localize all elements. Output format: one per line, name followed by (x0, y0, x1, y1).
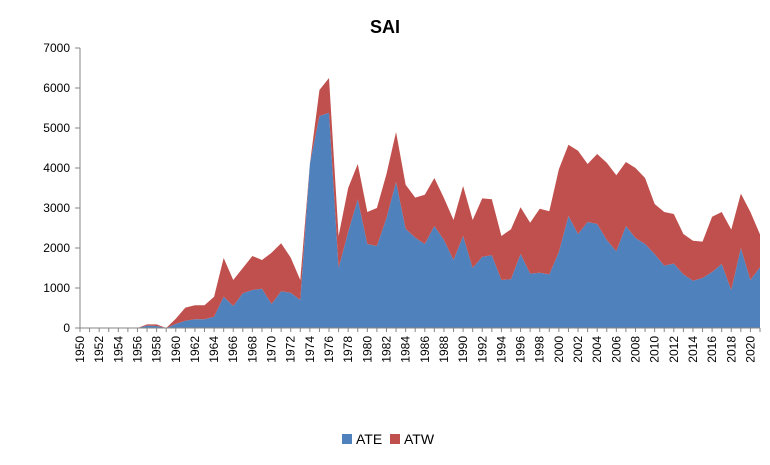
x-tick-label: 1970 (265, 336, 279, 363)
y-tick-label: 0 (63, 321, 70, 335)
x-tick-label: 1996 (514, 336, 528, 363)
axes (79, 48, 760, 329)
legend: ATE ATW (342, 431, 435, 447)
x-tick-label: 1964 (207, 336, 221, 363)
legend-swatch-ate (342, 434, 352, 444)
area-series-ate (80, 112, 760, 328)
y-tick-label: 7000 (43, 41, 70, 55)
x-tick-label: 1966 (226, 336, 240, 363)
x-tick-label: 1986 (418, 336, 432, 363)
x-tick-label: 1958 (150, 336, 164, 363)
x-tick-label: 1988 (437, 336, 451, 363)
x-tick-label: 1954 (111, 336, 125, 363)
y-axis-ticks: 0 1000 2000 3000 4000 5000 6000 7000 (43, 41, 80, 335)
x-tick-label: 1962 (188, 336, 202, 363)
x-tick-label: 1976 (322, 336, 336, 363)
y-tick-label: 1000 (43, 281, 70, 295)
x-tick-label: 1982 (379, 336, 393, 363)
y-tick-label: 2000 (43, 241, 70, 255)
chart-title: SAI (370, 17, 400, 37)
x-tick-label: 1972 (284, 336, 298, 363)
y-tick-label: 6000 (43, 81, 70, 95)
x-tick-label: 1960 (169, 336, 183, 363)
x-tick-label: 1992 (475, 336, 489, 363)
x-tick-label: 2008 (628, 336, 642, 363)
x-tick-label: 1968 (245, 336, 259, 363)
x-tick-label: 2018 (724, 336, 738, 363)
x-axis-ticks: 1950 1952 1954 1956 1958 1960 1962 1964 1966 1968… (73, 328, 761, 363)
x-tick-label: 1952 (92, 336, 106, 363)
legend-label-atw: ATW (404, 431, 435, 447)
x-tick-label: 1990 (456, 336, 470, 363)
x-tick-label: 1998 (533, 336, 547, 363)
x-tick-label: 2020 (743, 336, 757, 363)
x-tick-label: 2004 (590, 336, 604, 363)
x-tick-label: 2012 (667, 336, 681, 363)
y-tick-label: 4000 (43, 161, 70, 175)
x-tick-label: 1984 (399, 336, 413, 363)
x-tick-label: 2014 (686, 336, 700, 363)
area-series-atw (80, 78, 760, 328)
x-tick-label: 1974 (303, 336, 317, 363)
legend-label-ate: ATE (356, 431, 382, 447)
x-tick-label: 2016 (705, 336, 719, 363)
x-tick-label: 1994 (494, 336, 508, 363)
x-tick-label: 2000 (552, 336, 566, 363)
x-tick-label: 1978 (341, 336, 355, 363)
y-tick-label: 5000 (43, 121, 70, 135)
legend-swatch-atw (390, 434, 400, 444)
x-tick-label: 1950 (73, 336, 87, 363)
y-tick-label: 3000 (43, 201, 70, 215)
x-tick-label: 1956 (130, 336, 144, 363)
x-tick-label: 1980 (360, 336, 374, 363)
x-tick-label: 2002 (571, 336, 585, 363)
x-tick-label: 2006 (609, 336, 623, 363)
x-tick-label: 2010 (648, 336, 662, 363)
plot-areas (80, 78, 760, 328)
